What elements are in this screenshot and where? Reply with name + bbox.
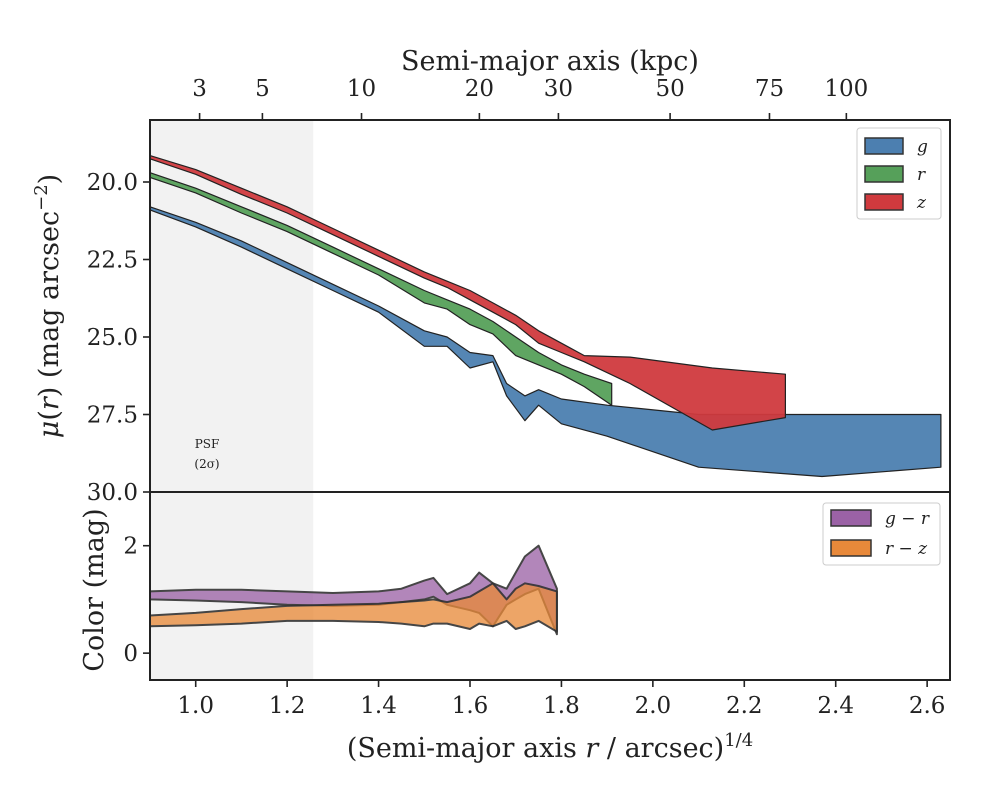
y-tick-label: 20.0	[87, 170, 138, 196]
x-tick-label: 2.6	[909, 693, 946, 719]
y-axis-title-color: Color (mag)	[79, 508, 110, 671]
color-y-tick-label: 0	[123, 641, 138, 667]
legend-surface-brightness: grz	[856, 127, 942, 220]
psf-label: PSF	[195, 437, 220, 451]
psf-shaded-region-color-panel	[150, 492, 314, 680]
legend-swatch	[830, 539, 872, 557]
x-tick-label: 1.2	[269, 693, 306, 719]
top-axis-title: Semi-major axis (kpc)	[401, 46, 699, 77]
legend-label: r	[917, 165, 926, 185]
kpc-tick-label: 50	[655, 76, 684, 102]
x-tick-label: 1.0	[177, 693, 214, 719]
x-tick-label: 1.8	[543, 693, 580, 719]
legend-swatch	[830, 509, 872, 527]
surface-brightness-bands	[149, 155, 942, 478]
x-tick-label: 2.0	[635, 693, 672, 719]
y-tick-label: 27.5	[87, 403, 138, 429]
band-r	[149, 172, 613, 406]
legend-swatch	[864, 165, 904, 183]
band-rz	[149, 582, 558, 633]
kpc-tick-label: 5	[255, 76, 270, 102]
legend-label: g	[917, 137, 928, 157]
x-tick-label: 2.2	[726, 693, 763, 719]
color-panel-frame	[149, 491, 951, 681]
legend-label: g − r	[885, 509, 930, 529]
color-y-tick-label: 2	[123, 534, 138, 560]
y-tick-label: 30.0	[87, 480, 138, 506]
y-tick-label: 25.0	[87, 325, 138, 351]
kpc-tick-label: 75	[755, 76, 784, 102]
legend-label: z	[916, 193, 927, 213]
color-bands	[149, 544, 558, 636]
legend-swatch	[864, 193, 904, 211]
x-axis-title: (Semi-major axis r / arcsec)1/4	[347, 730, 753, 764]
psf-sigma-label: (2σ)	[194, 457, 219, 471]
x-tick-label: 1.6	[452, 693, 489, 719]
kpc-tick-label: 3	[192, 76, 207, 102]
axes: 1.0 1.2 1.4 1.6 1.8 2.0 2.2 2.4 2.6 20.0 22.5 25.0 2…	[87, 76, 946, 719]
y-tick-label: 22.5	[87, 248, 138, 274]
kpc-tick-label: 20	[465, 76, 494, 102]
psf-shaded-region	[150, 120, 314, 492]
kpc-tick-label: 100	[824, 76, 868, 102]
kpc-tick-label: 30	[544, 76, 573, 102]
legend-swatch	[864, 137, 904, 155]
x-tick-label: 1.4	[360, 693, 397, 719]
kpc-tick-label: 10	[347, 76, 376, 102]
band-z	[149, 155, 787, 431]
band-g	[149, 206, 942, 478]
legend-label: r − z	[885, 539, 928, 559]
legend-color: g − r r − z	[822, 502, 941, 566]
x-tick-label: 2.4	[817, 693, 854, 719]
y-axis-title-surface-brightness: μ(r) (mag arcsec−2)	[31, 174, 65, 438]
